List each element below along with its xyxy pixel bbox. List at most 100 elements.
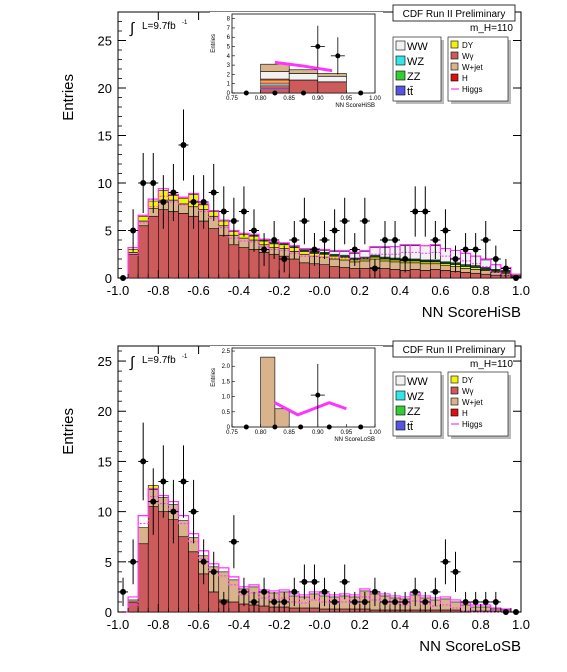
inset-x-tick-label: 0.85 — [283, 430, 295, 436]
histogram-bar — [379, 260, 391, 269]
x-tick-label: 0.4 — [391, 283, 409, 298]
data-point — [160, 199, 167, 205]
histogram-bar — [419, 263, 431, 271]
histogram-bar — [127, 253, 139, 279]
panel-hisb: -1.0 -0.8 -0.6 -0.4 -0.2 -0.0 0.2 0.4 0.6 0.8 1.00… — [60, 4, 530, 321]
data-point — [311, 578, 318, 585]
legend-label-wz: WZ — [407, 56, 424, 68]
histogram-bar — [450, 601, 461, 611]
data-point — [482, 237, 489, 243]
inset-y-tick-label: 8 — [227, 17, 231, 23]
data-point — [251, 227, 258, 234]
inset-x-axis-title: NN ScoreLoSB — [334, 437, 375, 443]
data-point — [442, 558, 449, 565]
histogram-bar — [137, 225, 149, 279]
data-point — [321, 237, 328, 243]
x-tick-label: -0.4 — [228, 617, 250, 632]
data-point — [180, 142, 187, 148]
histogram-bar — [228, 579, 240, 603]
inset-x-tick-label: 0.90 — [312, 430, 324, 436]
histogram-bar — [430, 269, 441, 279]
data-point — [381, 237, 388, 243]
inset-bar — [260, 356, 276, 428]
legend-label-ww: WW — [407, 41, 428, 53]
histogram-bar — [299, 249, 310, 251]
data-point — [190, 508, 197, 515]
histogram-bar — [299, 253, 310, 264]
inset-y-tick-label: 2 — [227, 72, 231, 78]
inset-chart: 0.75 0.80 0.85 0.90 0.95 1.00 0 1 2 3 4 5 6 7 8 NN Scor… — [210, 12, 383, 115]
data-point — [351, 246, 358, 253]
x-tick-label: 0.6 — [431, 617, 449, 632]
histogram-bar — [359, 260, 371, 269]
data-point — [240, 208, 247, 215]
inset-bar — [288, 73, 319, 81]
legend-swatch-ww — [395, 40, 406, 51]
histogram-bar — [178, 197, 189, 205]
inset-bar — [317, 81, 347, 94]
histogram-bar — [228, 601, 240, 613]
histogram-bar — [329, 258, 340, 267]
histogram-bar — [490, 274, 502, 279]
y-tick-label: 5 — [105, 555, 112, 570]
data-point — [482, 598, 489, 605]
inset-data-point — [243, 424, 249, 430]
histogram-bar — [288, 607, 300, 613]
legend-swatch-ttbar — [395, 420, 406, 431]
x-tick-label: -0.2 — [268, 283, 290, 298]
inset-data-point — [301, 90, 306, 96]
legend-label-higgs: Higgs — [462, 85, 482, 94]
histogram-bar — [127, 599, 139, 603]
inset-y-tick-label: 5 — [227, 45, 231, 51]
inset-bar — [260, 63, 290, 72]
inset-x-tick-label: 0.80 — [255, 96, 267, 102]
inset-higgs-line — [274, 60, 333, 73]
data-point — [422, 208, 429, 215]
data-point — [361, 598, 368, 605]
histogram-bar — [409, 262, 421, 270]
histogram-bar — [137, 527, 149, 545]
histogram-bar — [460, 268, 471, 273]
integral-symbol: ∫ — [129, 354, 136, 371]
histogram-bar — [389, 261, 401, 270]
legend-label-zz: ZZ — [407, 406, 421, 418]
histogram-bar — [480, 273, 492, 279]
inset-x-tick-label: 0.85 — [283, 96, 295, 102]
x-axis-title: NN ScoreLoSB — [419, 638, 521, 655]
data-point — [402, 256, 409, 262]
data-point — [240, 588, 247, 595]
data-point — [422, 598, 429, 605]
histogram-bar — [299, 607, 310, 613]
lumi-label: L=9.7fb — [142, 355, 176, 366]
panel-losb: -1.0 -0.8 -0.6 -0.4 -0.2 -0.0 0.2 0.4 0.6 0.8 1.00… — [60, 340, 530, 655]
legend-label-higgs: Higgs — [462, 420, 482, 429]
histogram-bar — [319, 608, 330, 613]
data-point — [271, 237, 278, 243]
data-point — [462, 598, 469, 605]
data-point — [130, 558, 137, 565]
data-point — [371, 588, 378, 595]
data-point — [281, 598, 288, 605]
data-point — [210, 568, 217, 575]
inset-data-point — [272, 90, 278, 96]
histogram-bar — [409, 609, 421, 613]
inset-data-point — [272, 424, 278, 430]
data-point — [341, 218, 348, 224]
data-point — [492, 598, 499, 605]
y-tick-label: 10 — [98, 505, 112, 520]
lumi-label: L=9.7fb — [142, 21, 176, 32]
data-point — [392, 598, 399, 605]
data-point — [140, 180, 147, 186]
data-point — [180, 478, 187, 485]
legend-label-wz: WZ — [407, 391, 424, 403]
x-tick-label: 0.2 — [351, 617, 369, 632]
data-point — [301, 218, 308, 224]
data-point — [170, 508, 177, 515]
histogram-bar — [430, 263, 441, 270]
histogram-bar — [389, 269, 401, 279]
x-tick-label: 0.8 — [472, 283, 490, 298]
inset-x-tick-label: 1.00 — [369, 96, 381, 102]
histogram-bar — [440, 270, 451, 279]
data-point — [402, 598, 409, 605]
